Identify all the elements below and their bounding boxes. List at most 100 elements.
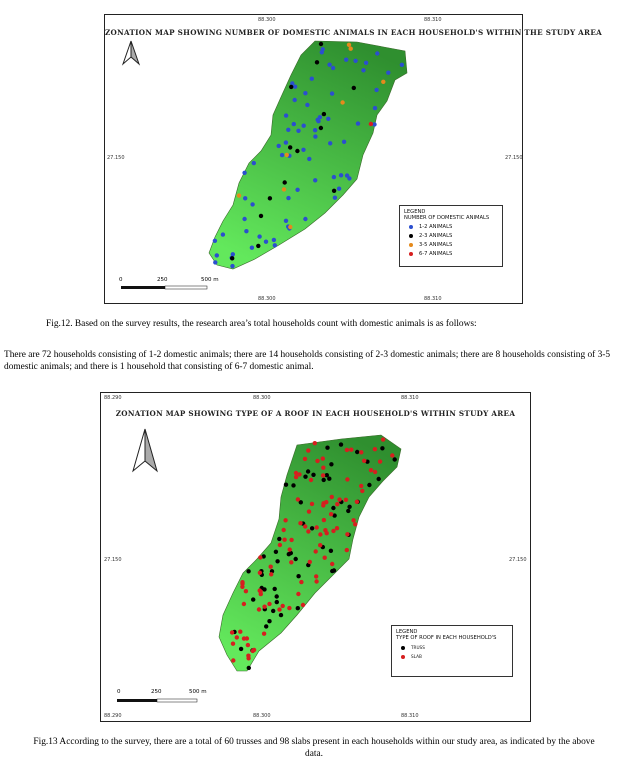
household-point: [246, 653, 251, 658]
household-point: [258, 591, 263, 597]
coord-right-mid: 27.150: [509, 557, 527, 563]
legend-subtitle: NUMBER OF DOMESTIC ANIMALS: [404, 215, 490, 221]
household-point: [327, 476, 332, 481]
legend-swatch: [401, 645, 405, 650]
household-point: [240, 584, 245, 589]
household-point: [368, 121, 374, 127]
household-point: [380, 437, 386, 442]
study-area-polygon: [208, 40, 408, 270]
household-point: [230, 263, 235, 269]
household-point: [353, 522, 358, 527]
household-point: [277, 607, 282, 612]
household-point: [262, 604, 267, 609]
household-point: [297, 472, 302, 477]
coord-left-mid: 27.150: [107, 155, 125, 161]
household-point: [313, 178, 318, 183]
household-point: [329, 91, 335, 96]
household-point: [268, 564, 273, 569]
household-points: [229, 437, 397, 671]
household-point: [331, 528, 336, 534]
household-point: [283, 113, 289, 118]
household-point: [292, 84, 298, 89]
household-point: [338, 442, 344, 447]
north-arrow-icon: [121, 40, 141, 66]
household-point: [283, 140, 289, 145]
household-point: [295, 148, 300, 154]
household-point: [306, 529, 311, 534]
household-point: [337, 497, 342, 502]
household-point: [322, 555, 327, 560]
household-point: [325, 445, 330, 450]
household-point: [372, 469, 378, 475]
household-point: [372, 105, 378, 111]
household-point: [272, 586, 277, 592]
coord-left-mid: 27.150: [104, 557, 122, 563]
household-point: [286, 195, 291, 201]
household-point: [314, 60, 320, 65]
household-point: [276, 143, 281, 149]
household-point: [327, 62, 332, 67]
household-point: [271, 237, 277, 243]
household-point: [368, 468, 374, 473]
household-point: [390, 453, 395, 458]
household-point: [309, 501, 315, 507]
figure-caption-12: Fig.12. Based on the survey results, the…: [46, 319, 477, 329]
household-point: [212, 238, 218, 243]
household-point: [328, 512, 334, 517]
household-point: [305, 469, 311, 474]
legend-swatch: [409, 251, 413, 256]
household-point: [250, 202, 255, 207]
legend-swatch: [401, 654, 405, 659]
legend-item: 3-5 ANIMALS: [404, 240, 498, 249]
household-point: [284, 152, 289, 158]
coord-top-mid: 88.300: [253, 395, 271, 401]
household-point: [392, 457, 397, 462]
household-point: [326, 116, 331, 122]
household-point: [386, 70, 391, 75]
household-point: [295, 606, 300, 611]
household-point: [271, 608, 276, 614]
legend-title: LEGEND: [404, 209, 426, 215]
household-point: [374, 87, 379, 93]
household-point: [287, 547, 292, 552]
household-point: [249, 245, 255, 250]
household-point: [367, 482, 372, 488]
household-point: [347, 504, 352, 509]
north-arrow-icon: [132, 428, 158, 473]
figure-caption-13: Fig.13 According to the survey, there ar…: [33, 737, 595, 759]
household-point: [286, 127, 291, 132]
household-point: [238, 629, 243, 634]
household-point: [375, 51, 380, 56]
household-point: [307, 156, 312, 162]
household-point: [302, 456, 308, 462]
household-point: [332, 513, 337, 518]
household-point: [315, 458, 320, 464]
household-point: [278, 612, 284, 618]
household-point: [353, 58, 358, 63]
household-point: [306, 448, 311, 453]
household-point: [277, 542, 283, 548]
household-point: [287, 605, 292, 611]
household-point: [296, 574, 301, 579]
household-point: [273, 549, 279, 554]
legend-domestic-animals: LEGEND NUMBER OF DOMESTIC ANIMALS 1-2 AN…: [399, 205, 503, 267]
household-point: [238, 646, 244, 652]
household-point: [305, 102, 310, 108]
scale-label-end: 500 m: [201, 277, 219, 283]
household-point: [376, 476, 381, 482]
household-point: [363, 60, 369, 65]
household-point: [345, 477, 350, 482]
study-area-polygon: [218, 434, 402, 672]
household-point: [328, 141, 333, 146]
legend-item: TRUSS: [396, 643, 508, 652]
household-point: [290, 81, 295, 86]
household-point: [246, 569, 251, 574]
household-point: [244, 636, 250, 641]
household-point: [272, 243, 277, 248]
household-point: [344, 547, 349, 553]
household-point: [243, 589, 249, 594]
household-point: [267, 601, 272, 607]
household-point: [303, 474, 308, 479]
household-point: [214, 253, 219, 258]
household-point: [355, 449, 360, 455]
